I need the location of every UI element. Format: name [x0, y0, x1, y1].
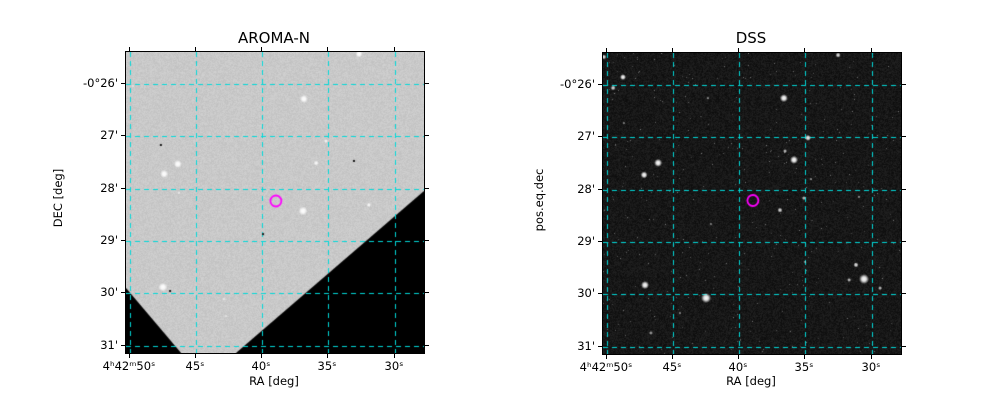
y-tick-right: [902, 241, 906, 242]
x-tick-top: [672, 48, 673, 52]
y-tick-right: [902, 293, 906, 294]
x-tick-bottom: [195, 354, 196, 358]
x-tick-top: [606, 48, 607, 52]
y-tick-right: [902, 84, 906, 85]
x-tick-top: [261, 47, 262, 51]
x-tick-bottom: [738, 355, 739, 359]
dss-panel: [602, 52, 902, 355]
y-tick-right: [902, 346, 906, 347]
y-tick-left: [121, 83, 125, 84]
x-tick-bottom: [606, 355, 607, 359]
x-tick-top: [129, 47, 130, 51]
y-tick-right: [425, 188, 429, 189]
y-tick-left: [598, 189, 602, 190]
x-tick-bottom: [327, 354, 328, 358]
y-tick-left: [598, 136, 602, 137]
y-tick-right: [425, 240, 429, 241]
y-tick-left: [598, 346, 602, 347]
y-tick-label: -0°26': [515, 77, 595, 91]
x-tick-top: [327, 47, 328, 51]
y-tick-label: 28': [38, 181, 118, 195]
y-tick-right: [902, 189, 906, 190]
y-tick-label: 27': [38, 128, 118, 142]
x-tick-top: [871, 48, 872, 52]
right-x-axis-label: RA [deg]: [602, 374, 900, 388]
y-tick-label: 28': [515, 182, 595, 196]
y-tick-left: [121, 188, 125, 189]
x-tick-bottom: [672, 355, 673, 359]
y-tick-right: [425, 345, 429, 346]
y-tick-right: [425, 292, 429, 293]
y-tick-label: 29': [38, 233, 118, 247]
left-panel-title: AROMA-N: [125, 29, 423, 47]
y-tick-label: 30': [38, 285, 118, 299]
x-tick-label: 30ˢ: [334, 359, 454, 373]
x-tick-top: [394, 47, 395, 51]
y-tick-left: [121, 345, 125, 346]
y-tick-label: 31': [515, 339, 595, 353]
y-tick-label: 31': [38, 338, 118, 352]
y-tick-left: [598, 84, 602, 85]
right-y-axis-label: pos.eq.dec: [532, 130, 546, 270]
x-tick-bottom: [804, 355, 805, 359]
x-tick-bottom: [261, 354, 262, 358]
dual-sky-cutout-figure: AROMA-N DEC [deg] RA [deg] DSS pos.eq.de…: [0, 0, 1000, 400]
x-tick-bottom: [129, 354, 130, 358]
aroma-n-image: [126, 52, 424, 353]
dss-image: [603, 53, 901, 354]
y-tick-right: [902, 136, 906, 137]
x-tick-bottom: [871, 355, 872, 359]
y-tick-left: [598, 293, 602, 294]
right-panel-title: DSS: [602, 29, 900, 47]
y-tick-right: [425, 135, 429, 136]
y-tick-label: -0°26': [38, 76, 118, 90]
left-y-axis-label: DEC [deg]: [51, 128, 65, 268]
y-tick-left: [598, 241, 602, 242]
y-tick-left: [121, 240, 125, 241]
y-tick-left: [121, 135, 125, 136]
y-tick-label: 29': [515, 234, 595, 248]
aroma-n-panel: [125, 51, 425, 354]
left-x-axis-label: RA [deg]: [125, 374, 423, 388]
y-tick-left: [121, 292, 125, 293]
y-tick-right: [425, 83, 429, 84]
x-tick-top: [738, 48, 739, 52]
x-tick-top: [195, 47, 196, 51]
x-tick-label: 30ˢ: [811, 360, 931, 374]
y-tick-label: 30': [515, 286, 595, 300]
x-tick-bottom: [394, 354, 395, 358]
x-tick-top: [804, 48, 805, 52]
y-tick-label: 27': [515, 129, 595, 143]
